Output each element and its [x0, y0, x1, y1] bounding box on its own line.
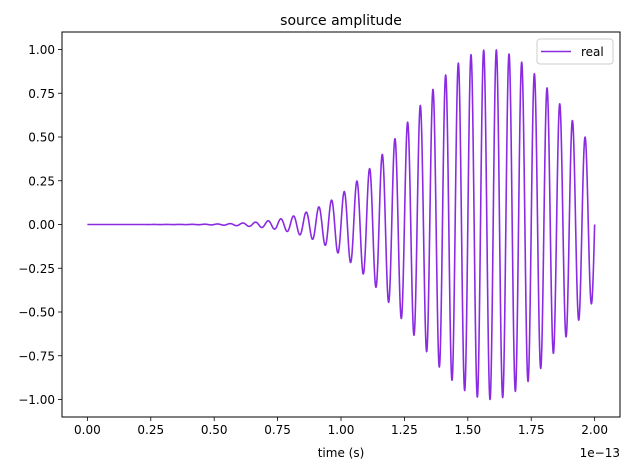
y-tick-label: 0.00	[28, 218, 55, 232]
legend-box	[536, 38, 614, 65]
x-tick-label: 2.00	[581, 423, 608, 437]
y-tick-label: 1.00	[28, 43, 55, 57]
x-tick-label: 0.25	[137, 423, 164, 437]
y-tick-label: 0.25	[28, 174, 55, 188]
x-tick-label: 0.75	[264, 423, 291, 437]
y-tick-label: −0.25	[18, 262, 55, 276]
x-tick-label: 1.00	[328, 423, 355, 437]
x-tick-label: 1.75	[518, 423, 545, 437]
x-tick-label: 1.25	[391, 423, 418, 437]
y-axis: −1.00 −0.75 −0.50 −0.25 0.00 0.25 0.50 0.75 1.00	[18, 43, 62, 407]
x-offset-text: 1e−13	[580, 446, 620, 460]
y-tick-label: −0.75	[18, 349, 55, 363]
chart-title: source amplitude	[280, 13, 402, 29]
series-line-real	[86, 49, 596, 401]
legend-label-real: real	[581, 45, 604, 59]
legend: real	[536, 38, 614, 65]
x-tick-label: 0.00	[74, 423, 101, 437]
y-tick-label: 0.50	[28, 131, 55, 145]
x-tick-label: 0.50	[201, 423, 228, 437]
y-tick-label: 0.75	[28, 87, 55, 101]
x-axis: 0.00 0.25 0.50 0.75 1.00 1.25 1.50 1.75 2.00	[74, 417, 608, 437]
y-tick-label: −0.50	[18, 306, 55, 320]
x-tick-label: 1.50	[454, 423, 481, 437]
y-tick-label: −1.00	[18, 393, 55, 407]
x-axis-label: time (s)	[318, 446, 365, 460]
